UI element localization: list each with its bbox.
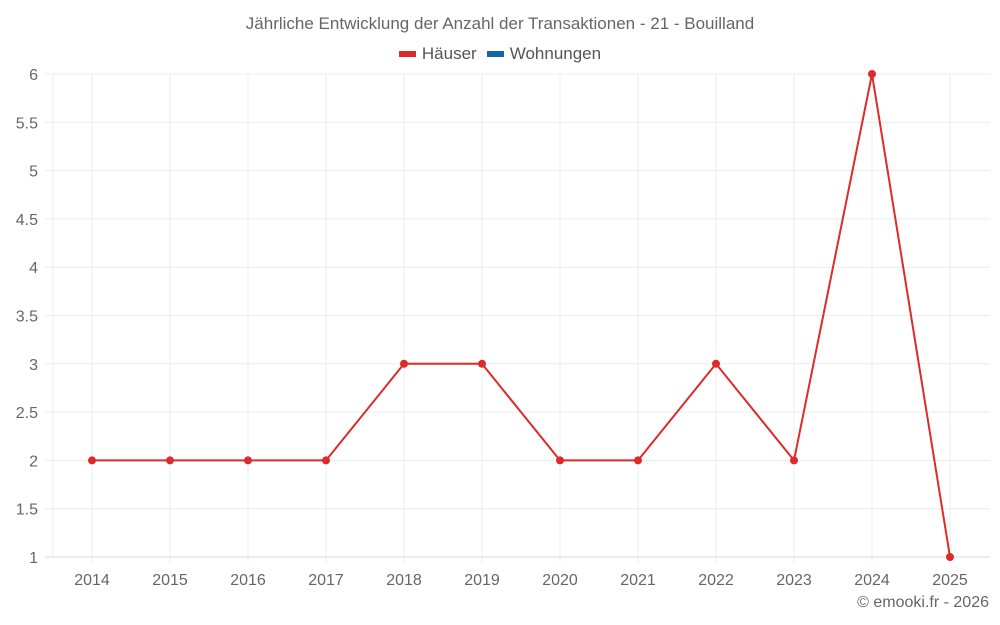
- y-tick-label: 3.5: [16, 309, 38, 326]
- legend-label-haeuser: Häuser: [421, 44, 477, 63]
- data-point[interactable]: [88, 456, 96, 465]
- y-tick-label: 4.5: [16, 212, 38, 229]
- y-tick-label: 2.5: [16, 405, 38, 422]
- data-point[interactable]: [634, 456, 642, 465]
- legend-swatch-wohnungen-icon: [486, 51, 504, 57]
- data-point[interactable]: [556, 456, 564, 465]
- x-tick-label: 2014: [74, 572, 110, 589]
- y-axis: 1 1.5 2 2.5 3 3.5 4 4.5 5 5.5 6: [16, 67, 38, 567]
- y-tick-label: 2: [29, 453, 38, 470]
- x-tick-label: 2019: [464, 572, 500, 589]
- y-tick-label: 1: [29, 550, 38, 567]
- data-point[interactable]: [946, 553, 954, 561]
- y-tick-label: 5: [29, 164, 38, 181]
- x-tick-label: 2023: [776, 572, 812, 589]
- data-point[interactable]: [166, 456, 174, 465]
- x-tick-label: 2020: [542, 572, 578, 589]
- x-tick-label: 2022: [698, 572, 734, 589]
- y-tick-label: 1.5: [16, 502, 38, 519]
- chart-grid: [45, 73, 990, 563]
- x-tick-label: 2015: [152, 572, 188, 589]
- x-tick-label: 2025: [932, 572, 968, 589]
- legend-item-wohnungen[interactable]: Wohnungen: [486, 44, 602, 64]
- data-point[interactable]: [868, 70, 876, 78]
- series-haeuser: [88, 70, 954, 561]
- chart-title: Jährliche Entwicklung der Anzahl der Tra…: [245, 14, 755, 33]
- data-point[interactable]: [478, 359, 486, 368]
- data-point[interactable]: [322, 456, 330, 465]
- data-point[interactable]: [400, 359, 408, 368]
- data-point[interactable]: [712, 359, 720, 368]
- y-tick-label: 4: [29, 260, 38, 277]
- legend-swatch-haeuser-icon: [398, 51, 416, 57]
- y-tick-label: 3: [29, 357, 38, 374]
- x-tick-label: 2017: [308, 572, 344, 589]
- x-tick-label: 2018: [386, 572, 422, 589]
- x-axis: 2014 2015 2016 2017 2018 2019 2020 2021 2022 2023…: [74, 572, 968, 589]
- copyright-credit: © emooki.fr - 2026: [857, 594, 989, 611]
- data-point[interactable]: [244, 456, 252, 465]
- data-point[interactable]: [790, 456, 798, 465]
- chart-legend: Häuser Wohnungen: [0, 44, 1000, 64]
- legend-item-haeuser[interactable]: Häuser: [398, 44, 477, 64]
- x-tick-label: 2024: [854, 572, 890, 589]
- legend-label-wohnungen: Wohnungen: [509, 44, 602, 63]
- x-tick-label: 2021: [620, 572, 656, 589]
- x-tick-label: 2016: [230, 572, 266, 589]
- y-tick-label: 6: [29, 67, 38, 84]
- y-tick-label: 5.5: [16, 115, 38, 132]
